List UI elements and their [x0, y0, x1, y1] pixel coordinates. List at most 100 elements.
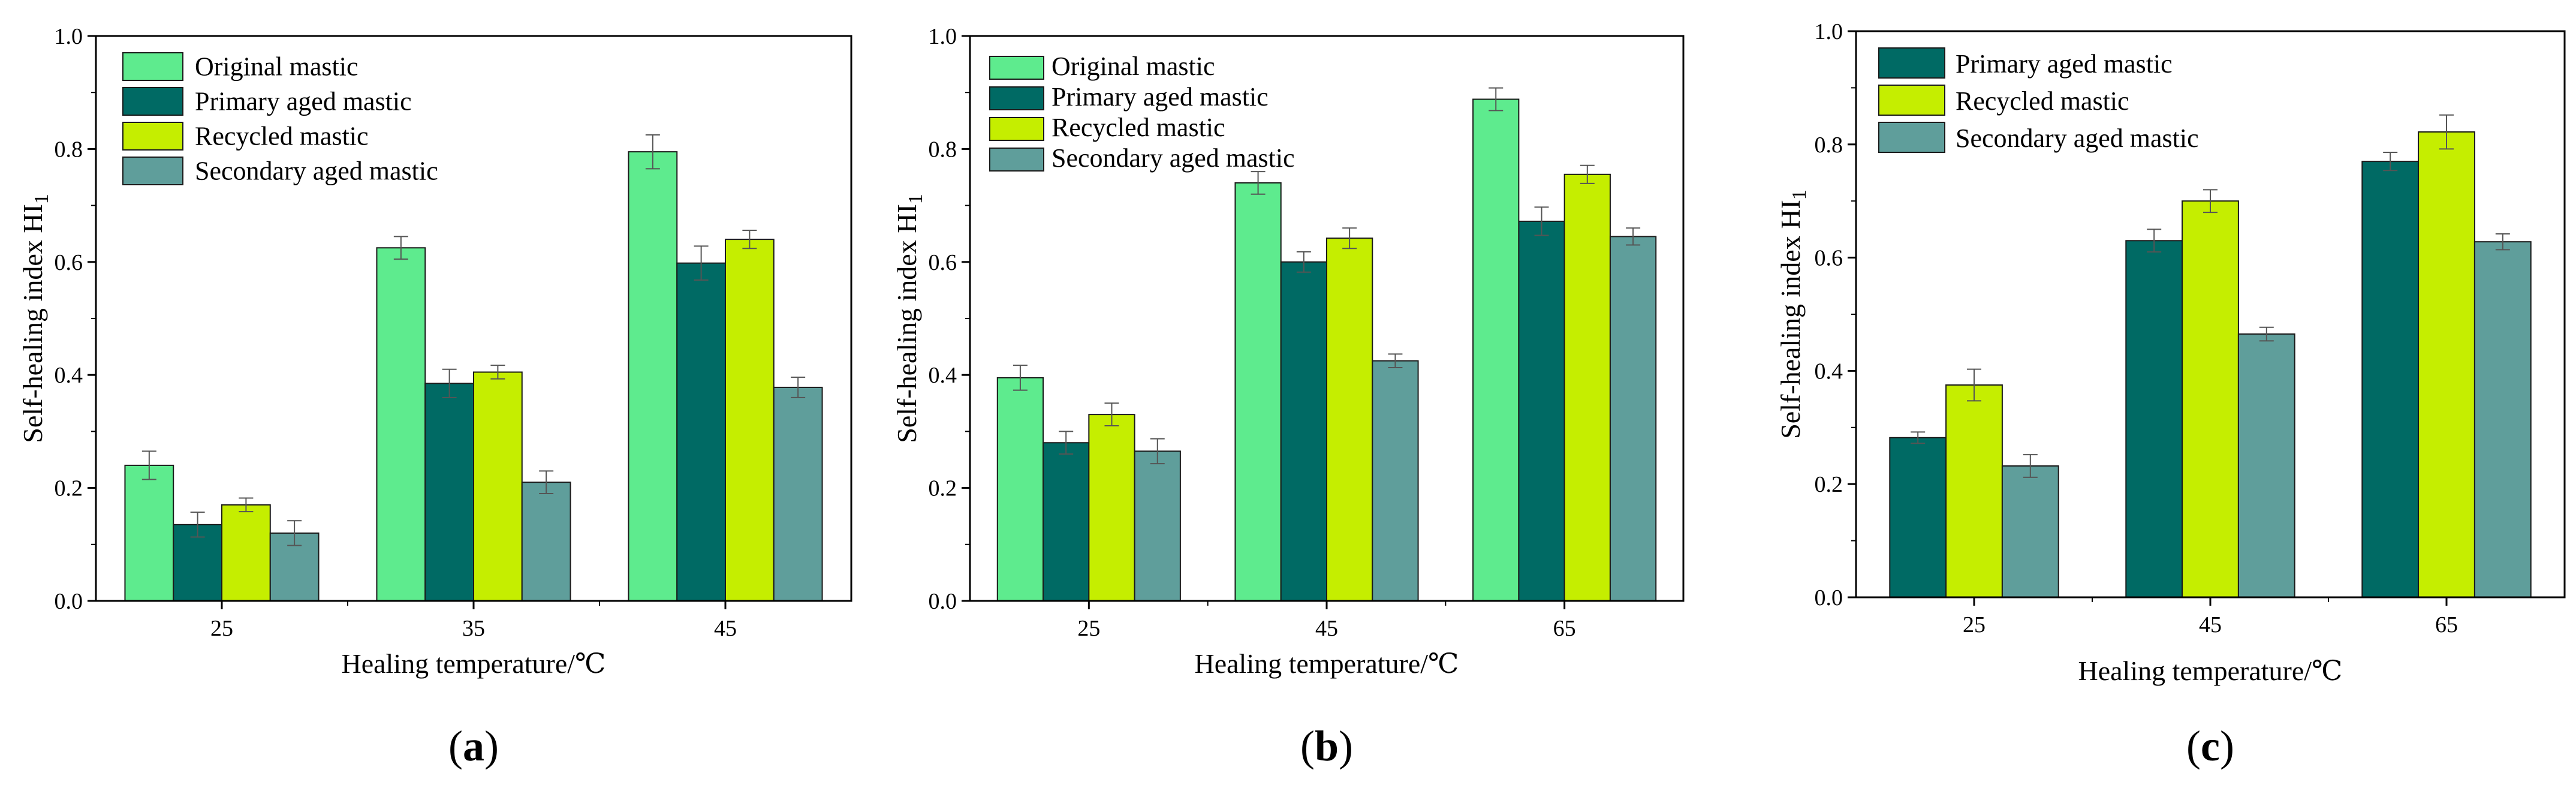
x-axis-title: Healing temperature/℃ — [342, 648, 606, 679]
panel-label-open: ( — [2186, 722, 2201, 770]
panel-label: (c) — [2186, 722, 2234, 770]
legend: Original mastic Primary aged mastic Recycl… — [122, 52, 438, 186]
panel-label-open: ( — [1300, 722, 1315, 770]
y-axis-title-subscript: 1 — [1788, 190, 1810, 200]
bar-recycled-mastic-35 — [473, 371, 523, 601]
bar-recycled-mastic-25 — [1088, 414, 1135, 601]
panel-label: (b) — [1300, 722, 1353, 770]
y-tick-label: 0.0 — [55, 589, 83, 614]
legend-label: Secondary aged mastic — [195, 157, 438, 186]
legend-label: Original mastic — [195, 52, 358, 82]
x-tick-label: 45 — [714, 616, 737, 641]
legend-swatch — [1878, 122, 1945, 153]
bar-primary-aged-mastic-25 — [1889, 437, 1947, 598]
bar-original-mastic-25 — [124, 464, 174, 601]
y-tick-label: 0.6 — [1815, 246, 1843, 271]
legend-swatch — [1878, 47, 1945, 79]
panel-label-close: ) — [2220, 722, 2234, 770]
legend: Primary aged mastic Recycled mastic Second… — [1878, 47, 2199, 153]
x-tick-label: 25 — [210, 616, 233, 641]
y-axis-title-main: Self-healing index HI — [17, 204, 48, 443]
legend-label: Secondary aged mastic — [1956, 124, 2199, 153]
legend-label: Secondary aged mastic — [1052, 143, 1295, 173]
bar-primary-aged-mastic-45 — [676, 262, 726, 601]
x-tick-label: 25 — [1077, 616, 1100, 641]
bar-recycled-mastic-25 — [1945, 384, 2003, 598]
y-tick-label: 0.8 — [55, 137, 83, 162]
legend-label: Recycled mastic — [1956, 86, 2129, 116]
y-tick-label: 0.4 — [55, 363, 83, 388]
bar-secondary-aged-mastic-35 — [521, 482, 571, 601]
bar-recycled-mastic-45 — [725, 239, 775, 601]
bar-recycled-mastic-45 — [2182, 200, 2239, 598]
legend-label: Primary aged mastic — [1956, 49, 2173, 79]
y-tick-label: 1.0 — [1815, 19, 1843, 44]
legend-swatch — [989, 56, 1044, 80]
panel-label-close: ) — [1339, 722, 1353, 770]
bar-primary-aged-mastic-45 — [2125, 240, 2183, 598]
chart-panel-a: 0.0 0.2 0.4 0.6 0.8 1.0 25 35 45 Healing temperat… — [17, 24, 852, 770]
legend-label: Recycled mastic — [1052, 113, 1225, 142]
bar-recycled-mastic-25 — [221, 504, 271, 601]
bar-recycled-mastic-65 — [1563, 173, 1611, 602]
bar-recycled-mastic-45 — [1326, 237, 1373, 601]
bar-secondary-aged-mastic-65 — [2473, 241, 2532, 598]
legend-label: Recycled mastic — [195, 122, 369, 151]
x-tick-label: 25 — [1963, 612, 1986, 637]
bar-secondary-aged-mastic-65 — [1609, 236, 1657, 602]
panel-label-close: ) — [484, 722, 499, 770]
legend-swatch — [122, 157, 183, 185]
y-tick-label: 0.0 — [1815, 585, 1843, 610]
panel-label-open: ( — [448, 722, 463, 770]
panel-label-letter: b — [1315, 722, 1339, 770]
y-axis-title: Self-healing index HI1 — [17, 194, 53, 443]
panel-label: (a) — [448, 722, 499, 770]
legend-label: Primary aged mastic — [1052, 82, 1269, 112]
bar-secondary-aged-mastic-25 — [1134, 450, 1181, 601]
y-tick-label: 0.8 — [929, 137, 957, 162]
legend-swatch — [989, 117, 1044, 141]
bar-original-mastic-35 — [376, 247, 426, 601]
bar-secondary-aged-mastic-45 — [2237, 333, 2295, 598]
x-tick-label: 65 — [1553, 616, 1576, 641]
bar-secondary-aged-mastic-25 — [2001, 465, 2059, 598]
bar-secondary-aged-mastic-45 — [773, 386, 823, 601]
y-tick-label: 0.4 — [929, 363, 957, 388]
bar-primary-aged-mastic-35 — [424, 383, 475, 602]
y-tick-label: 0.8 — [1815, 133, 1843, 158]
y-axis-title-subscript: 1 — [905, 194, 927, 204]
legend-swatch — [989, 86, 1044, 110]
bar-original-mastic-45 — [1234, 182, 1282, 602]
x-tick-label: 45 — [2199, 612, 2222, 637]
bar-primary-aged-mastic-25 — [1043, 442, 1090, 601]
y-tick-label: 0.2 — [929, 476, 957, 501]
y-tick-label: 1.0 — [55, 24, 83, 49]
bar-primary-aged-mastic-65 — [1518, 220, 1565, 601]
x-axis-title: Healing temperature/℃ — [1195, 648, 1459, 679]
panel-label-letter: c — [2201, 722, 2220, 770]
y-tick-label: 0.6 — [929, 250, 957, 275]
y-tick-label: 0.2 — [1815, 472, 1843, 497]
x-tick-label: 35 — [462, 616, 485, 641]
legend-label: Primary aged mastic — [195, 87, 412, 116]
x-tick-label: 65 — [2435, 612, 2458, 637]
y-tick-label: 0.0 — [929, 589, 957, 614]
legend-swatch — [1878, 85, 1945, 116]
x-tick-label: 45 — [1315, 616, 1338, 641]
chart-panel-b: 0.0 0.2 0.4 0.6 0.8 1.0 25 45 65 Healing temperat… — [891, 24, 1685, 770]
y-axis-title: Self-healing index HI1 — [1775, 190, 1810, 439]
bar-primary-aged-mastic-65 — [2361, 161, 2420, 598]
bar-original-mastic-45 — [628, 151, 678, 602]
y-tick-label: 0.6 — [55, 250, 83, 275]
y-axis-title-subscript: 1 — [31, 194, 53, 204]
legend-label: Original mastic — [1052, 52, 1215, 81]
legend-swatch — [122, 122, 183, 151]
y-tick-label: 0.2 — [55, 476, 83, 501]
bar-original-mastic-65 — [1472, 98, 1520, 601]
bar-recycled-mastic-65 — [2418, 131, 2475, 598]
y-axis-title-main: Self-healing index HI — [1775, 200, 1806, 439]
panel-label-letter: a — [463, 722, 484, 770]
y-axis-title: Self-healing index HI1 — [891, 194, 927, 443]
